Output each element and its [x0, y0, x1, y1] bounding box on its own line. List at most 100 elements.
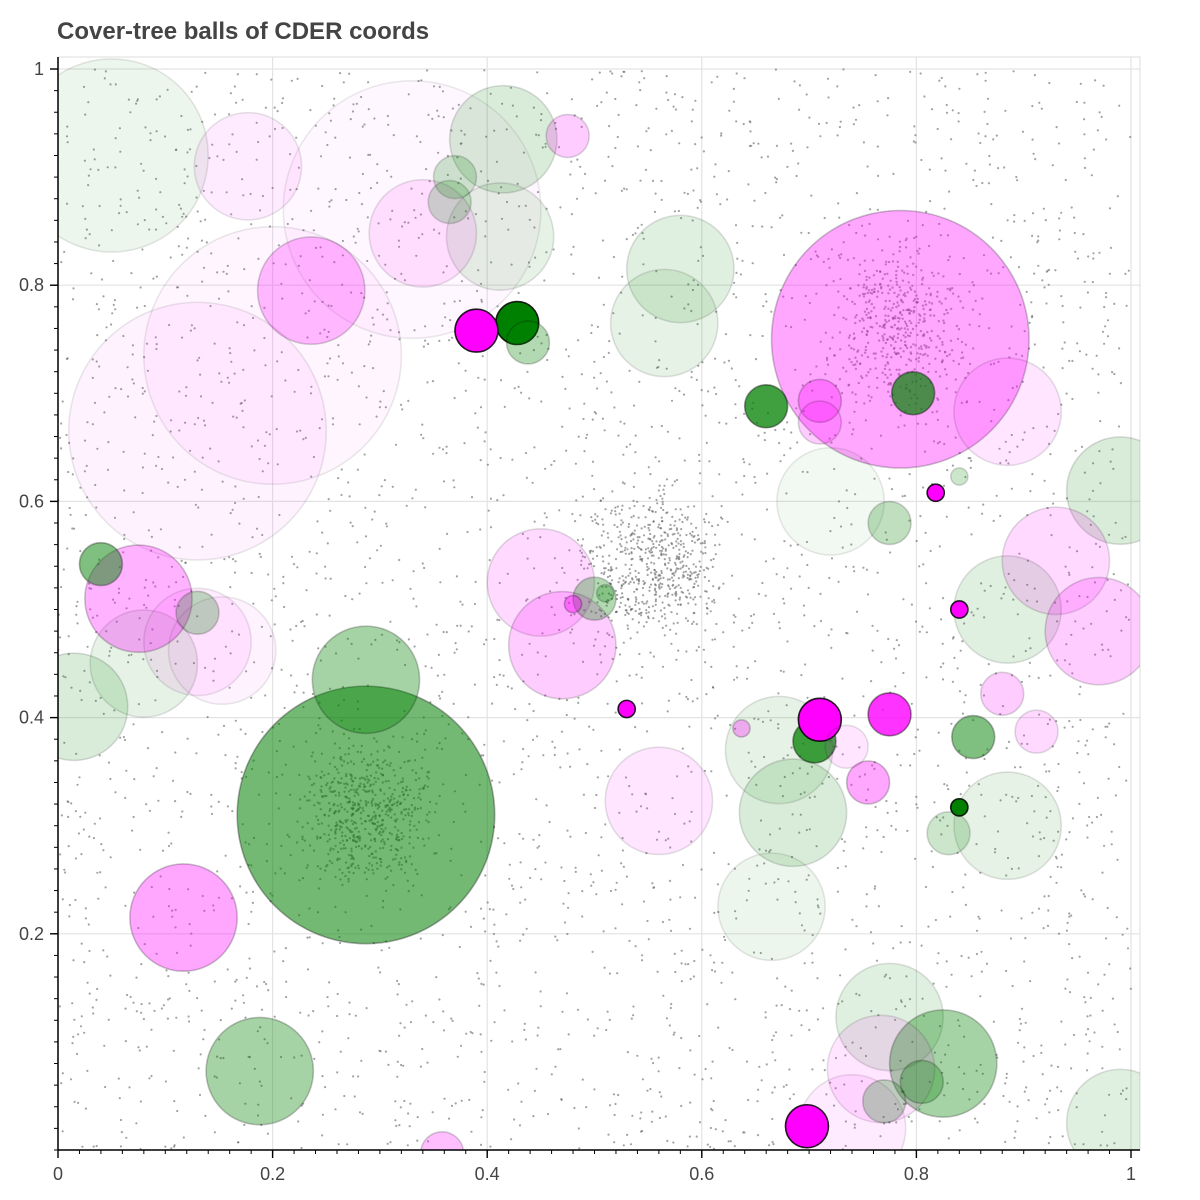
scatter-point	[723, 935, 726, 939]
scatter-point	[409, 1102, 412, 1105]
scatter-point	[1099, 420, 1102, 423]
scatter-point	[846, 632, 849, 635]
scatter-point	[937, 272, 940, 275]
scatter-point	[459, 177, 462, 180]
scatter-point	[535, 1067, 538, 1070]
cluster-point	[600, 534, 603, 537]
scatter-point	[798, 1009, 801, 1012]
scatter-point	[678, 518, 681, 521]
scatter-point	[602, 355, 606, 359]
scatter-point	[841, 753, 844, 756]
scatter-point	[704, 414, 707, 417]
scatter-point	[496, 837, 500, 840]
scatter-point	[968, 784, 971, 787]
scatter-point	[358, 592, 361, 595]
scatter-point	[1068, 915, 1071, 918]
scatter-point	[947, 259, 950, 262]
scatter-point	[167, 998, 170, 1001]
scatter-point	[291, 639, 294, 642]
scatter-point	[553, 460, 556, 463]
scatter-point	[328, 200, 331, 203]
scatter-point	[1060, 295, 1063, 298]
scatter-point	[793, 80, 796, 83]
scatter-point	[918, 1108, 921, 1111]
scatter-point	[665, 75, 668, 78]
cluster-point	[634, 600, 638, 603]
scatter-point	[639, 89, 642, 92]
cluster-point	[672, 622, 675, 625]
scatter-point	[771, 1091, 774, 1094]
scatter-point	[593, 360, 596, 363]
scatter-point	[852, 565, 855, 569]
scatter-point	[783, 602, 786, 605]
scatter-point	[576, 1008, 580, 1011]
scatter-point	[764, 882, 767, 885]
scatter-point	[1004, 440, 1007, 443]
scatter-point	[601, 417, 605, 420]
cluster-point	[632, 581, 636, 584]
scatter-point	[592, 728, 595, 731]
scatter-point	[450, 1104, 454, 1107]
cluster-point	[661, 583, 664, 586]
scatter-point	[324, 565, 327, 568]
scatter-point	[754, 660, 757, 663]
scatter-point	[975, 952, 979, 956]
scatter-point	[503, 405, 506, 408]
cluster-point	[686, 576, 689, 580]
scatter-point	[522, 837, 525, 840]
scatter-point	[442, 630, 445, 634]
scatter-point	[747, 751, 750, 754]
cluster-point	[664, 531, 667, 534]
scatter-point	[621, 521, 625, 524]
scatter-point	[948, 255, 951, 258]
cluster-point	[693, 611, 696, 614]
cluster-point	[675, 585, 678, 588]
scatter-point	[193, 470, 196, 473]
scatter-point	[1026, 583, 1029, 586]
scatter-point	[780, 1004, 783, 1007]
scatter-point	[518, 1124, 522, 1127]
scatter-point	[386, 302, 389, 305]
cluster-point	[648, 523, 652, 527]
cluster-point	[660, 569, 663, 573]
scatter-point	[1024, 649, 1027, 653]
cluster-point	[636, 542, 639, 545]
scatter-point	[639, 179, 642, 182]
scatter-point	[240, 771, 243, 774]
scatter-point	[66, 547, 69, 550]
scatter-point	[822, 1059, 825, 1062]
scatter-point	[66, 357, 69, 360]
cluster-point	[648, 550, 651, 553]
scatter-point	[894, 1102, 897, 1106]
scatter-point	[242, 497, 245, 500]
scatter-point	[731, 1048, 734, 1052]
scatter-point	[941, 1071, 944, 1074]
cluster-point	[666, 534, 670, 538]
scatter-point	[447, 1117, 451, 1120]
scatter-point	[92, 836, 95, 840]
scatter-point	[815, 365, 818, 368]
scatter-point	[102, 712, 105, 716]
scatter-point	[334, 136, 337, 139]
scatter-point	[380, 485, 383, 488]
scatter-point	[1064, 1043, 1067, 1046]
scatter-point	[581, 1078, 584, 1081]
scatter-point	[306, 968, 310, 971]
cluster-point	[651, 551, 654, 554]
scatter-point	[570, 160, 573, 163]
cluster-point	[618, 577, 621, 580]
cluster-point	[698, 537, 701, 541]
scatter-point	[135, 976, 138, 979]
scatter-point	[373, 117, 376, 120]
scatter-point	[1101, 1009, 1104, 1012]
scatter-point	[76, 600, 79, 603]
scatter-point	[723, 361, 726, 364]
scatter-point	[549, 590, 552, 593]
scatter-point	[660, 179, 663, 183]
scatter-point	[735, 481, 738, 484]
scatter-point	[160, 1007, 163, 1010]
cluster-point	[658, 484, 661, 487]
scatter-point	[486, 463, 489, 466]
scatter-point	[578, 748, 581, 751]
scatter-point	[806, 696, 809, 699]
